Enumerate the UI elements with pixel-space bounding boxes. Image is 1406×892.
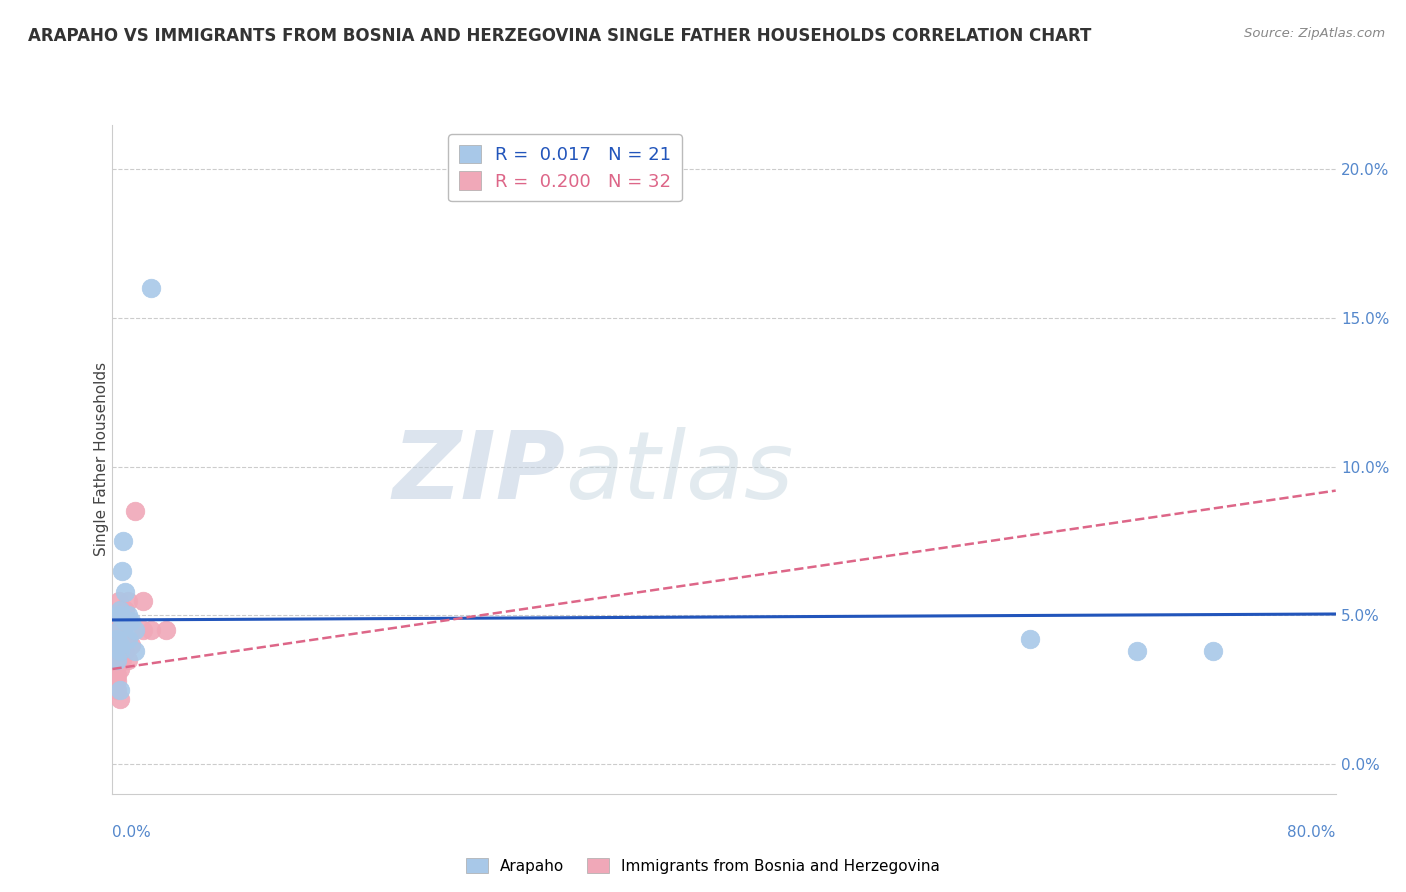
Point — [114, 602, 136, 616]
Point — [111, 608, 134, 623]
Point — [114, 644, 136, 658]
Point — [107, 653, 129, 667]
Point — [107, 608, 129, 623]
Point — [117, 593, 139, 607]
Point — [117, 653, 139, 667]
Point — [108, 682, 131, 697]
Text: atlas: atlas — [565, 427, 793, 518]
Point — [107, 624, 129, 638]
Point — [105, 632, 128, 647]
Point — [111, 564, 134, 578]
Point — [104, 662, 127, 676]
Point — [108, 691, 131, 706]
Point — [124, 504, 146, 518]
Point — [1018, 632, 1040, 647]
Y-axis label: Single Father Households: Single Father Households — [94, 362, 108, 557]
Text: ZIP: ZIP — [392, 426, 565, 519]
Point — [120, 638, 142, 652]
Point — [117, 608, 139, 623]
Point — [104, 624, 127, 638]
Point — [108, 644, 131, 658]
Point — [139, 624, 162, 638]
Point — [112, 644, 135, 658]
Point — [107, 638, 129, 652]
Text: 80.0%: 80.0% — [1288, 825, 1336, 840]
Point — [108, 602, 131, 616]
Point — [104, 644, 127, 658]
Point — [105, 653, 128, 667]
Point — [117, 632, 139, 647]
Point — [115, 632, 138, 647]
Point — [105, 653, 128, 667]
Point — [111, 653, 134, 667]
Point — [114, 615, 136, 629]
Point — [114, 584, 136, 599]
Point — [1126, 644, 1149, 658]
Legend: Arapaho, Immigrants from Bosnia and Herzegovina: Arapaho, Immigrants from Bosnia and Herz… — [460, 852, 946, 880]
Point — [1202, 644, 1225, 658]
Point — [105, 682, 128, 697]
Text: ARAPAHO VS IMMIGRANTS FROM BOSNIA AND HERZEGOVINA SINGLE FATHER HOUSEHOLDS CORRE: ARAPAHO VS IMMIGRANTS FROM BOSNIA AND HE… — [28, 27, 1091, 45]
Point — [105, 673, 128, 688]
Point — [105, 632, 128, 647]
Point — [108, 615, 131, 629]
Point — [107, 593, 129, 607]
Point — [132, 624, 155, 638]
Point — [112, 624, 135, 638]
Point — [105, 668, 128, 682]
Legend: R =  0.017   N = 21, R =  0.200   N = 32: R = 0.017 N = 21, R = 0.200 N = 32 — [449, 134, 682, 202]
Text: 0.0%: 0.0% — [112, 825, 152, 840]
Point — [112, 534, 135, 549]
Point — [124, 624, 146, 638]
Point — [108, 638, 131, 652]
Point — [139, 281, 162, 295]
Point — [111, 624, 134, 638]
Point — [155, 624, 177, 638]
Point — [120, 615, 142, 629]
Point — [108, 644, 131, 658]
Point — [132, 593, 155, 607]
Point — [117, 615, 139, 629]
Text: Source: ZipAtlas.com: Source: ZipAtlas.com — [1244, 27, 1385, 40]
Point — [108, 662, 131, 676]
Point — [124, 644, 146, 658]
